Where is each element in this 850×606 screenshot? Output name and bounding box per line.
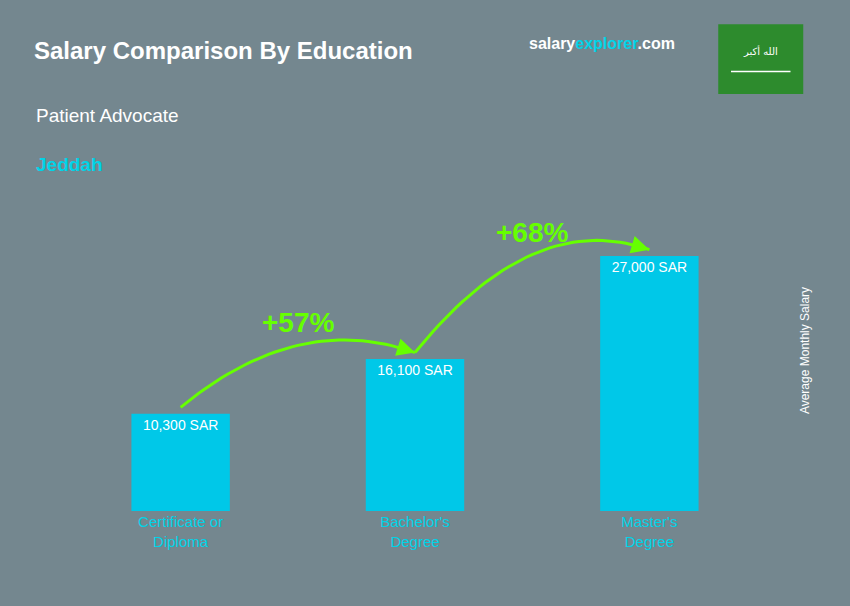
svg-text:Bachelor'sDegree: Bachelor'sDegree	[380, 513, 450, 550]
svg-text:10,300 SAR: 10,300 SAR	[143, 417, 219, 433]
svg-text:Salary Comparison By Education: Salary Comparison By Education	[34, 37, 413, 64]
svg-text:Certificate orDiploma: Certificate orDiploma	[138, 513, 223, 550]
svg-text:Average Monthly Salary: Average Monthly Salary	[798, 287, 812, 414]
svg-text:salaryexplorer.com: salaryexplorer.com	[529, 35, 675, 52]
svg-text:+57%: +57%	[262, 307, 334, 338]
svg-text:الله أكبر: الله أكبر	[743, 45, 778, 57]
svg-text:Patient Advocate: Patient Advocate	[36, 105, 179, 126]
svg-text:+68%: +68%	[496, 217, 568, 248]
svg-text:Jeddah: Jeddah	[36, 154, 103, 175]
svg-text:27,000 SAR: 27,000 SAR	[612, 259, 688, 275]
svg-text:Master'sDegree: Master'sDegree	[621, 513, 677, 550]
svg-text:16,100 SAR: 16,100 SAR	[377, 362, 453, 378]
